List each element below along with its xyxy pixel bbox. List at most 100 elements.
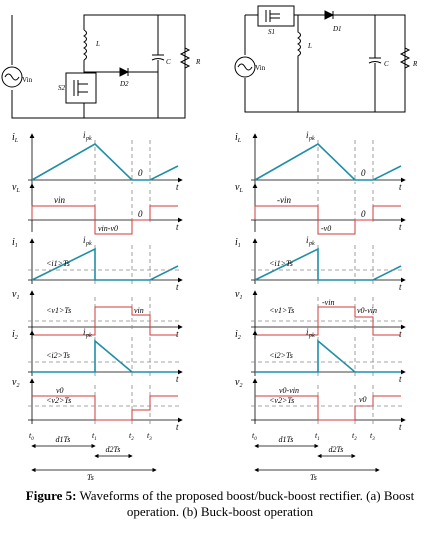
vL-trace [254, 205, 401, 235]
x-label: t [176, 422, 179, 432]
ts-label: Ts [87, 473, 94, 482]
y-label: v2 [235, 377, 242, 389]
d1-label: d1Ts [56, 435, 71, 444]
x-label: t [399, 282, 402, 292]
y-label: vL [235, 182, 243, 194]
left-diode-label: D2 [119, 80, 129, 88]
x-label: t [176, 222, 179, 232]
v1-trace [255, 306, 401, 336]
y-label: iL [235, 132, 242, 144]
right-cap-label: C [384, 60, 389, 68]
iL-trace [31, 143, 179, 181]
x-label: t [399, 222, 402, 232]
i1-trace [254, 247, 402, 281]
x-label: t [399, 329, 402, 339]
inductor-icon [83, 29, 87, 61]
diode-icon [119, 67, 130, 77]
right-circuit [234, 5, 411, 113]
figure-caption: Figure 5: Waveforms of the proposed boos… [0, 488, 440, 520]
left-switch-label: S2 [58, 84, 66, 92]
vL-top-label: -vin [277, 195, 291, 205]
v2-level2-label: v0 [359, 395, 367, 404]
time-tick-2: t2 [352, 431, 357, 442]
y-label: iL [12, 132, 19, 144]
time-tick-3: t3 [370, 431, 375, 442]
capacitor-icon-right [368, 61, 382, 64]
v2-trace [255, 395, 401, 421]
y-label: v1 [235, 289, 242, 301]
time-tick-2: t2 [129, 431, 134, 442]
resistor-icon [179, 40, 191, 118]
resistor-icon-right [399, 40, 411, 112]
vL-bottom-label: vin-v0 [98, 224, 118, 233]
v2-trace [32, 395, 178, 421]
left-res-label: R [195, 58, 201, 66]
v2-level-label: v0-vin [279, 386, 299, 395]
left-src-label: Vin [22, 76, 33, 84]
i2-avg-label: <i2>Ts [46, 351, 70, 360]
vL-top-label: vin [54, 195, 65, 205]
i2-peak-sub: pk [308, 333, 315, 339]
i2-peak-label: i [306, 327, 309, 337]
iL-zero-label: 0 [361, 168, 366, 178]
right-inductor-label: L [307, 42, 312, 50]
switch-s1-icon [257, 5, 295, 27]
capacitor-icon [151, 58, 165, 61]
left-inductor-label: L [95, 40, 100, 48]
x-label: t [399, 422, 402, 432]
i1-peak-label: i [306, 235, 309, 245]
d1-label: d1Ts [279, 435, 294, 444]
x-label: t [399, 374, 402, 384]
vL-zero-label: 0 [361, 209, 366, 219]
iL-trace [254, 143, 402, 181]
iL-peak-sub: pk [308, 136, 315, 142]
caption-text: Waveforms of the proposed boost/buck-boo… [79, 488, 415, 519]
caption-label: Figure 5: [25, 488, 77, 503]
y-label: vL [12, 182, 20, 194]
d2-label: d2Ts [329, 445, 344, 454]
diode-d1-icon [324, 10, 335, 20]
i2-trace [255, 339, 401, 373]
ac-source-icon [1, 66, 23, 88]
iL-peak-label: i [83, 130, 86, 140]
i1-trace [31, 247, 179, 281]
d2-label: d2Ts [106, 445, 121, 454]
right-res-label: R [412, 60, 418, 68]
i2-peak-label: i [83, 327, 86, 337]
iL-peak-sub: pk [85, 136, 92, 142]
vL-trace [31, 205, 178, 235]
v2-level-label: v0 [56, 386, 64, 395]
y-label: i2 [235, 329, 241, 341]
v1-level2-label: -vin [322, 298, 334, 307]
time-tick-3: t3 [147, 431, 152, 442]
v1-level-label: v0-vin [357, 306, 377, 315]
i1-avg-label: <i1>Ts [269, 259, 293, 268]
left-cap-label: C [166, 58, 171, 66]
v2-avg-label: <v2>Ts [46, 396, 71, 405]
i2-trace [32, 339, 178, 373]
vL-bottom-label: -v0 [321, 224, 331, 233]
ts-label: Ts [310, 473, 317, 482]
v1-avg-label: <v1>Ts [46, 306, 71, 315]
v2-avg-label: <v2>Ts [269, 396, 294, 405]
i1-avg-label: <i1>Ts [46, 259, 70, 268]
x-label: t [176, 182, 179, 192]
right-diode-label: D1 [332, 25, 342, 33]
i1-peak-label: i [83, 235, 86, 245]
v1-avg-label: <v1>Ts [269, 306, 294, 315]
x-label: t [176, 282, 179, 292]
vL-zero-label: 0 [138, 209, 143, 219]
i1-peak-sub: pk [308, 241, 315, 247]
v1-trace [32, 306, 178, 336]
time-tick-1: t1 [315, 431, 320, 442]
right-src-label: Vin [255, 64, 266, 72]
time-tick-0: t0 [29, 431, 34, 442]
x-label: t [399, 182, 402, 192]
y-label: i1 [12, 237, 18, 249]
inductor-icon-right [297, 15, 301, 112]
i2-avg-label: <i2>Ts [269, 351, 293, 360]
y-label: i1 [235, 237, 241, 249]
time-tick-1: t1 [92, 431, 97, 442]
